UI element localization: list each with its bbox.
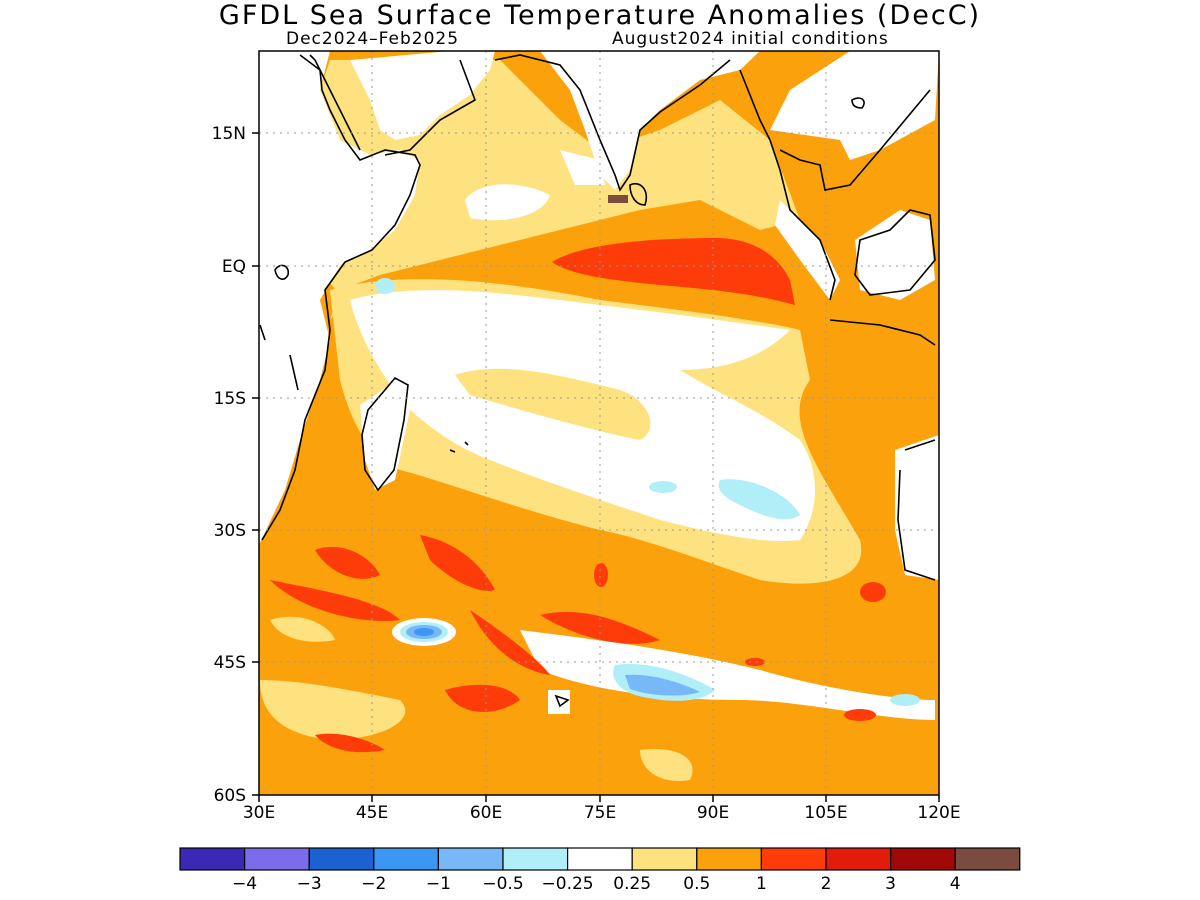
y-tick-label: 30S	[214, 521, 246, 541]
colorbar-label: 2	[821, 874, 832, 894]
land-sumatra	[775, 200, 840, 300]
anomaly-red-blob-3	[270, 580, 400, 621]
graticule	[259, 51, 939, 795]
initial-conditions: August2024 initial conditions	[612, 29, 889, 49]
x-tick-label: 90E	[697, 803, 729, 823]
anomaly-patch-yellow-s1	[260, 680, 406, 740]
colorbar-swatch	[244, 847, 310, 871]
colorbar-swatch	[825, 847, 892, 871]
anomaly-patch-south-cyan-2	[890, 694, 920, 706]
tick-marks	[252, 132, 940, 802]
colorbar-swatch	[889, 847, 956, 871]
y-tick-label: 45S	[214, 653, 246, 673]
colorbar-label: 3	[885, 874, 896, 894]
anomaly-region-equatorial-red	[552, 238, 795, 305]
anomaly-patch-cyan-2	[718, 479, 800, 520]
x-tick-label: 120E	[917, 803, 960, 823]
colorbar-swatch	[437, 847, 504, 871]
x-tick-label: 105E	[804, 803, 847, 823]
anomaly-red-blob-6	[445, 684, 520, 712]
colorbar: −4 −3 −2 −1 −0.5 −0.25 0.25 0.5 1 2 3 4	[179, 847, 1021, 894]
y-axis-labels: 15N EQ 15S 30S 45S 60S	[212, 124, 246, 806]
colorbar-label: −0.5	[482, 874, 523, 894]
anomaly-patch-yellow-sw	[270, 616, 335, 642]
anomaly-region-arabian-white	[465, 184, 550, 221]
colorbar-label: −4	[232, 874, 257, 894]
forecast-period: Dec2024–Feb2025	[286, 29, 460, 49]
anomaly-patch-south-blue	[625, 674, 700, 696]
x-tick-label: 30E	[243, 803, 275, 823]
colorbar-swatch	[308, 847, 375, 871]
coastlines	[259, 54, 936, 708]
y-tick-label: 15N	[212, 124, 246, 144]
land-arabia	[350, 51, 495, 140]
anomaly-red-blob-1	[315, 546, 380, 579]
land-africa	[259, 51, 420, 545]
anomaly-red-blob-2	[420, 535, 495, 591]
colorbar-label: 4	[950, 874, 961, 894]
colorbar-label: −1	[426, 874, 451, 894]
colorbar-swatch	[502, 847, 569, 871]
anomaly-region-south-white-streak	[520, 630, 935, 720]
anomaly-red-blob-10	[745, 658, 765, 666]
anomaly-red-blob-8	[860, 582, 886, 602]
x-tick-label: 75E	[584, 803, 616, 823]
anomaly-red-blob-11	[315, 733, 385, 753]
anomaly-red-blob-9	[844, 709, 876, 721]
x-axis-labels: 30E 45E 60E 75E 90E 105E 120E	[243, 803, 961, 823]
anomaly-field	[259, 51, 939, 795]
colorbar-label: 0.5	[683, 874, 710, 894]
x-tick-label: 60E	[470, 803, 502, 823]
anomaly-patch-cyan-3	[649, 481, 677, 493]
y-tick-label: 15S	[214, 389, 246, 409]
colorbar-label: −3	[297, 874, 322, 894]
colorbar-label: −2	[361, 874, 386, 894]
y-tick-label: 60S	[214, 786, 246, 806]
colorbar-swatch	[566, 847, 633, 871]
map-title: GFDL Sea Surface Temperature Anomalies (…	[218, 0, 982, 31]
colorbar-swatch	[696, 847, 762, 871]
anomaly-red-blob-4	[470, 610, 550, 675]
anomaly-patch-yellow-s2	[640, 749, 693, 781]
anomaly-red-blob-5	[540, 611, 660, 644]
colorbar-label: −0.25	[542, 874, 594, 894]
anomaly-red-blob-7	[594, 563, 608, 587]
colorbar-label: 1	[756, 874, 767, 894]
land-australia	[895, 435, 939, 580]
y-tick-label: EQ	[222, 257, 246, 277]
colorbar-swatch	[631, 847, 698, 871]
land-india	[540, 51, 760, 190]
colorbar-label: 0.25	[613, 874, 651, 894]
anomaly-brown-spot	[608, 195, 628, 203]
anomaly-bullseye-blue	[414, 628, 434, 636]
x-tick-label: 45E	[356, 803, 388, 823]
land-borneo	[855, 210, 935, 300]
anomaly-patch-cyan-1	[375, 278, 395, 294]
colorbar-swatch	[179, 847, 246, 871]
colorbar-swatch	[373, 847, 439, 871]
map-frame	[258, 50, 940, 796]
anomaly-region-india-white	[560, 150, 605, 185]
colorbar-swatch	[954, 847, 1021, 871]
anomaly-region-inner-yellow	[455, 368, 651, 440]
colorbar-swatch	[760, 847, 827, 871]
